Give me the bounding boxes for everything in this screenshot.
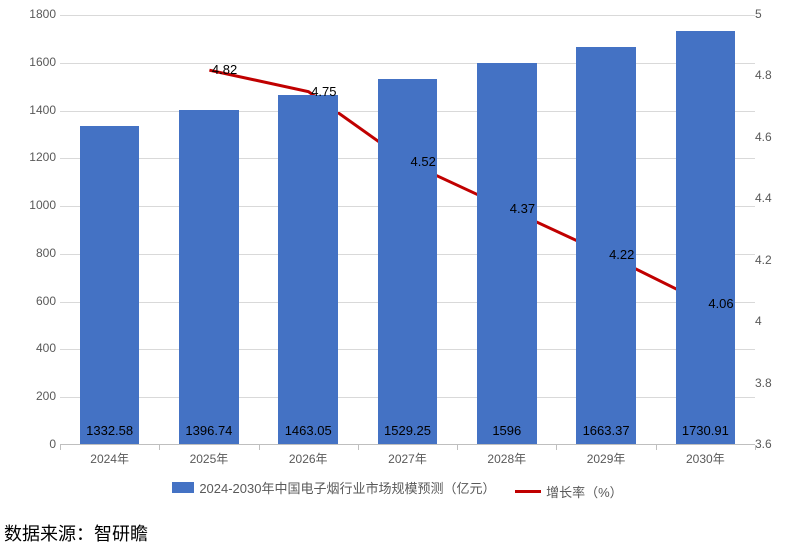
bar	[576, 47, 636, 444]
y2-tick-label: 4.6	[755, 130, 785, 144]
bar	[179, 110, 239, 444]
legend-line: 增长率（%）	[515, 482, 623, 501]
y1-tick-label: 0	[18, 437, 56, 451]
x-tick-label: 2028年	[487, 450, 526, 467]
y2-tick-label: 4.4	[755, 191, 785, 205]
line-value-label: 4.82	[212, 62, 237, 77]
x-tick-label: 2030年	[686, 450, 725, 467]
bar-value-label: 1396.74	[185, 423, 232, 438]
line-value-label: 4.06	[708, 296, 733, 311]
legend-bar-label: 2024-2030年中国电子烟行业市场规模预测（亿元）	[199, 478, 495, 497]
bar-value-label: 1529.25	[384, 423, 431, 438]
bar-value-label: 1730.91	[682, 423, 729, 438]
bar	[378, 79, 438, 444]
market-forecast-chart: 2024-2030年中国电子烟行业市场规模预测（亿元） 增长率（%） 0 200 4…	[0, 0, 795, 510]
y1-tick-label: 400	[18, 341, 56, 355]
x-tick-label: 2026年	[289, 450, 328, 467]
data-source: 数据来源：智研瞻	[4, 520, 148, 546]
y2-tick-label: 4.8	[755, 68, 785, 82]
y1-tick-label: 600	[18, 294, 56, 308]
x-tick-label: 2029年	[587, 450, 626, 467]
bar-value-label: 1463.05	[285, 423, 332, 438]
chart-legend: 2024-2030年中国电子烟行业市场规模预测（亿元） 增长率（%）	[0, 478, 795, 501]
x-tick-label: 2027年	[388, 450, 427, 467]
line-swatch	[515, 490, 541, 493]
plot-area	[60, 15, 755, 445]
y2-tick-label: 3.6	[755, 437, 785, 451]
x-tick-label: 2024年	[90, 450, 129, 467]
line-value-label: 4.52	[411, 154, 436, 169]
bar-swatch	[172, 482, 194, 493]
line-value-label: 4.75	[311, 84, 336, 99]
bar	[278, 95, 338, 445]
y2-tick-label: 4	[755, 314, 785, 328]
y1-tick-label: 200	[18, 389, 56, 403]
line-value-label: 4.22	[609, 247, 634, 262]
y1-tick-label: 1400	[18, 103, 56, 117]
bar-value-label: 1332.58	[86, 423, 133, 438]
y2-tick-label: 5	[755, 7, 785, 21]
bar	[676, 31, 736, 444]
y1-tick-label: 1800	[18, 7, 56, 21]
y1-tick-label: 1600	[18, 55, 56, 69]
bar	[80, 126, 140, 444]
bar-value-label: 1663.37	[583, 423, 630, 438]
bar-value-label: 1596	[492, 423, 521, 438]
legend-line-label: 增长率（%）	[546, 482, 623, 501]
gridline	[60, 63, 755, 64]
y1-tick-label: 1200	[18, 150, 56, 164]
y2-tick-label: 3.8	[755, 376, 785, 390]
y1-tick-label: 1000	[18, 198, 56, 212]
y1-tick-label: 800	[18, 246, 56, 260]
gridline	[60, 15, 755, 16]
legend-bar: 2024-2030年中国电子烟行业市场规模预测（亿元）	[172, 478, 495, 497]
line-value-label: 4.37	[510, 201, 535, 216]
x-tick-label: 2025年	[190, 450, 229, 467]
y2-tick-label: 4.2	[755, 253, 785, 267]
bar	[477, 63, 537, 444]
